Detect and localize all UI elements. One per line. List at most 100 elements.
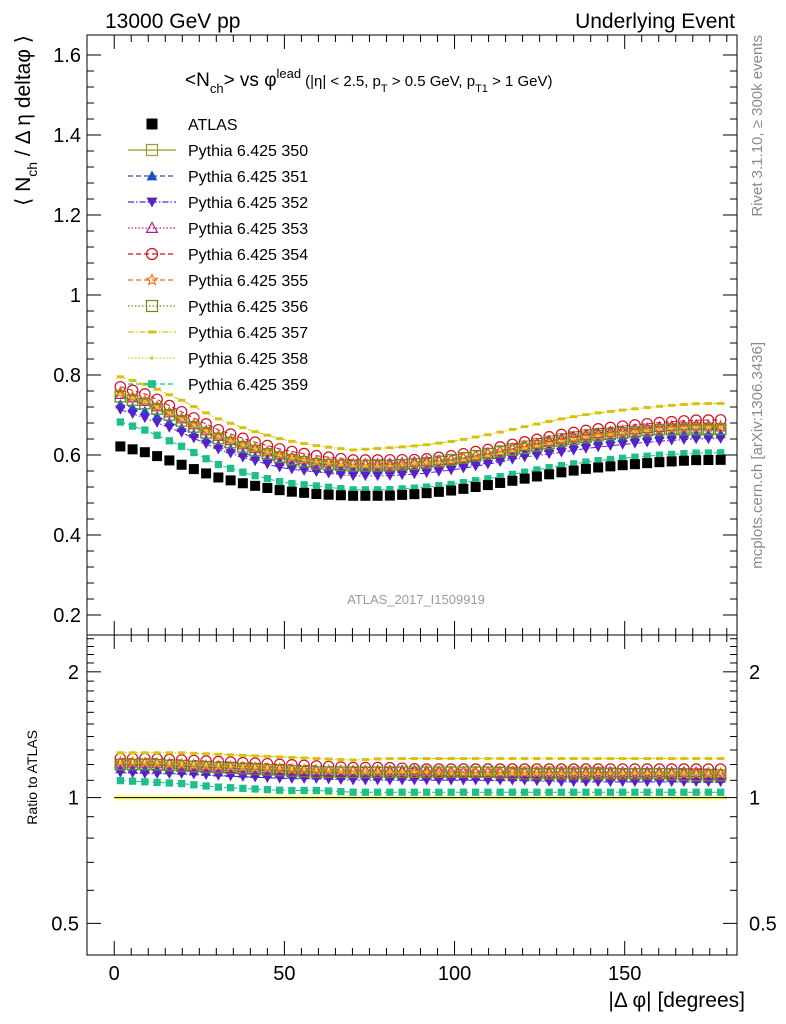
ratio-point: [665, 767, 678, 780]
series-atlas: [115, 441, 726, 501]
ratio-point: [275, 755, 284, 759]
ratio-point: [582, 788, 590, 796]
data-point: [543, 442, 555, 452]
ratio-point: [310, 766, 323, 778]
data-point: [653, 422, 666, 435]
ratio-point: [288, 755, 296, 759]
data-point: [263, 433, 272, 437]
ratio-point: [668, 788, 676, 796]
ratio-point: [188, 760, 200, 773]
data-point: [225, 449, 236, 459]
data-point: [608, 432, 613, 436]
ratio-point: [714, 769, 727, 782]
ratio-point: [224, 760, 237, 773]
data-point: [163, 409, 176, 421]
data-point: [176, 428, 187, 438]
ratio-point: [655, 757, 664, 761]
legend-label: Pythia 6.425 353: [188, 221, 308, 238]
data-point: [251, 430, 259, 434]
ratio-point: [494, 766, 506, 779]
data-point: [202, 411, 210, 415]
data-point: [383, 459, 397, 472]
ratio-point: [645, 772, 649, 776]
data-point: [180, 417, 184, 421]
data-point: [262, 483, 273, 493]
data-point: [163, 406, 176, 418]
ratio-point: [694, 772, 698, 776]
ratio-point: [422, 757, 431, 761]
data-point: [409, 489, 420, 500]
header-left: 13000 GeV pp: [105, 10, 240, 33]
ratio-point: [420, 765, 433, 778]
ratio-y-tick-label-right: 2: [749, 662, 760, 684]
data-point: [263, 475, 272, 483]
ratio-point: [457, 766, 470, 779]
data-point: [408, 457, 421, 470]
data-point: [692, 402, 700, 406]
data-point: [640, 424, 654, 437]
data-point: [641, 430, 653, 440]
watermark: ATLAS_2017_I1509919: [347, 592, 485, 607]
data-point: [545, 419, 553, 423]
ratio-point: [322, 766, 335, 779]
data-point: [248, 441, 262, 454]
ratio-point: [116, 776, 124, 785]
ratio-point: [273, 762, 286, 775]
data-point: [412, 462, 416, 466]
ratio-point: [373, 757, 382, 761]
ratio-point: [484, 788, 492, 796]
ratio-point: [288, 786, 296, 795]
ratio-point: [273, 764, 286, 777]
data-point: [580, 431, 592, 444]
data-point: [237, 478, 248, 489]
ratio-point: [690, 769, 702, 782]
data-point: [153, 387, 161, 391]
data-point: [311, 489, 322, 500]
ratio-point: [187, 758, 201, 771]
legend-entry: Pythia 6.425 352: [128, 195, 308, 212]
data-point: [535, 444, 539, 448]
ratio-point: [373, 788, 382, 796]
ratio-point: [555, 768, 568, 780]
ratio-point: [665, 768, 678, 781]
ratio-point: [337, 758, 345, 762]
ratio-point: [199, 758, 213, 771]
data-point: [433, 486, 444, 497]
data-point: [116, 418, 124, 426]
ratio-point: [482, 766, 494, 779]
data-point: [446, 485, 457, 496]
ratio-point: [261, 761, 274, 774]
data-point: [351, 464, 355, 468]
data-point: [139, 397, 151, 410]
ratio-point: [128, 777, 137, 785]
ratio-point: [163, 757, 176, 770]
data-point: [531, 471, 542, 482]
data-point: [621, 431, 625, 435]
legend: ATLAS Pythia 6.425 350 Pythia 6.425 351 Pyt…: [128, 117, 308, 394]
ratio-point: [126, 758, 139, 771]
data-point: [237, 440, 249, 453]
ratio-point: [275, 786, 284, 794]
ratio-point: [545, 788, 553, 796]
ratio-point: [449, 772, 453, 776]
data-point: [410, 484, 419, 492]
ratio-point: [153, 778, 161, 787]
data-point: [229, 438, 233, 443]
data-point: [521, 468, 529, 476]
plot-title: <Nch> vs φlead (|η| < 2.5, pT > 0.5 GeV, …: [185, 66, 553, 96]
data-point: [274, 485, 285, 496]
ratio-point: [596, 772, 600, 776]
ratio-point: [177, 779, 186, 788]
y-tick-label: 0.4: [53, 525, 81, 547]
ratio-point: [213, 771, 224, 781]
ratio-point: [349, 788, 357, 796]
data-point: [250, 480, 261, 491]
x-tick-label: 50: [273, 963, 295, 985]
data-point: [495, 477, 506, 488]
data-point: [471, 477, 480, 485]
ratio-point: [629, 768, 641, 780]
ratio-point: [138, 756, 152, 769]
data-point: [591, 429, 605, 442]
data-point: [445, 465, 457, 476]
ratio-point: [408, 765, 421, 778]
